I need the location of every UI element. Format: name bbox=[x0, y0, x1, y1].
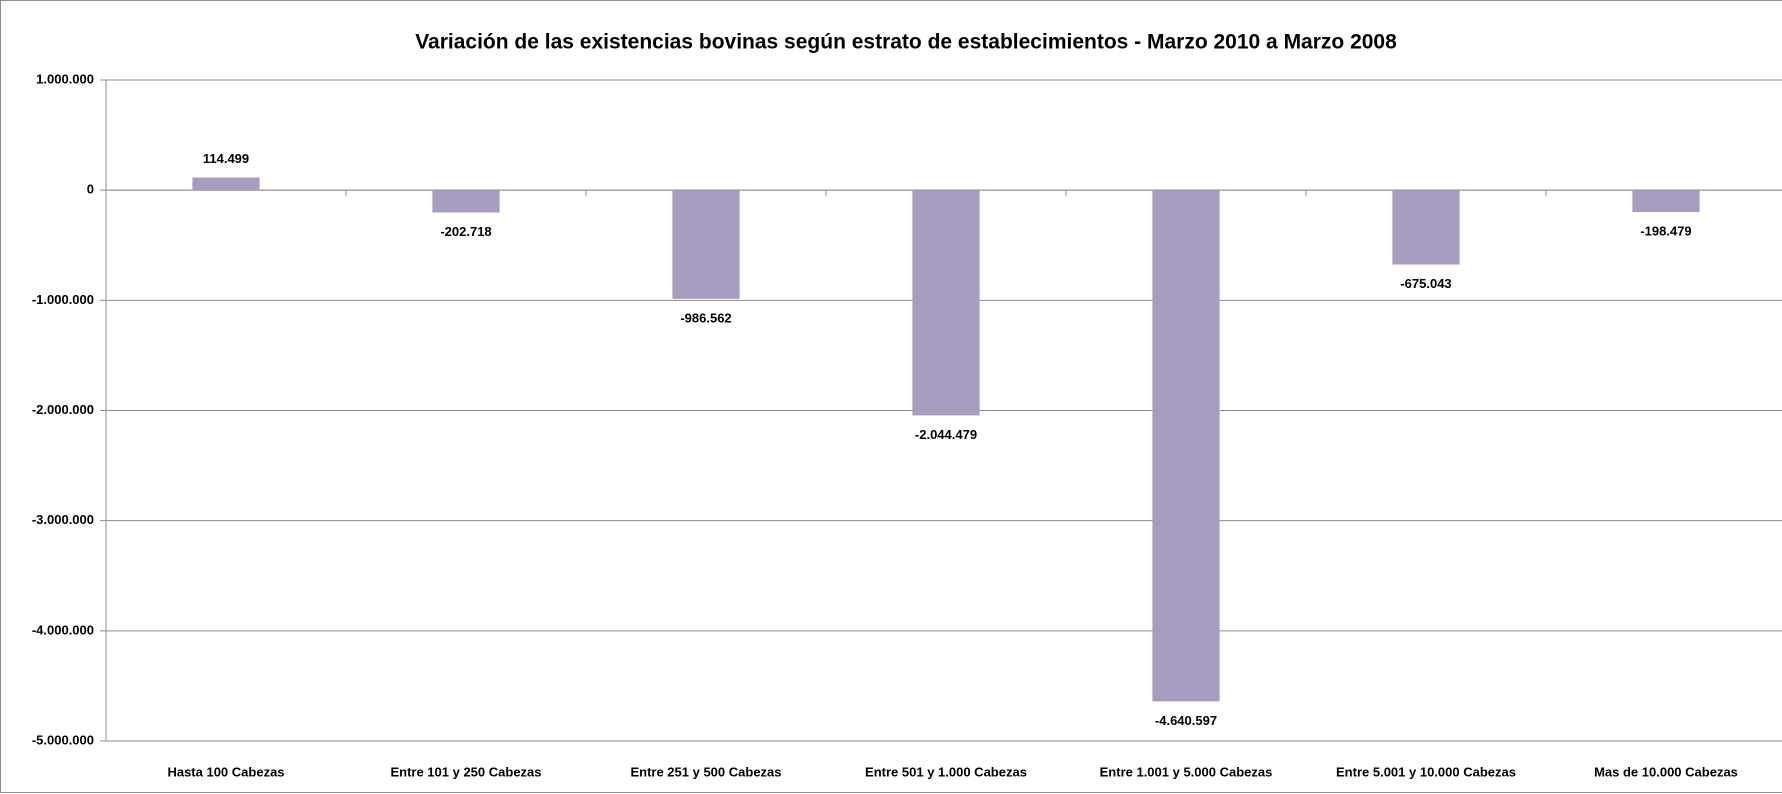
y-tick-label: 1.000.000 bbox=[36, 71, 94, 86]
bar bbox=[432, 190, 500, 213]
chart-title: Variación de las existencias bovinas seg… bbox=[415, 31, 1397, 54]
bar bbox=[672, 190, 740, 299]
x-tick-label: Entre 501 y 1.000 Cabezas bbox=[865, 764, 1027, 779]
bar bbox=[1152, 190, 1220, 702]
y-tick-label: -1.000.000 bbox=[32, 292, 94, 307]
y-tick-label: 0 bbox=[87, 182, 94, 197]
bar bbox=[912, 190, 980, 416]
data-label: -986.562 bbox=[680, 310, 731, 325]
bar bbox=[1392, 190, 1460, 265]
y-tick-label: -5.000.000 bbox=[32, 732, 94, 747]
data-label: 114.499 bbox=[203, 151, 249, 166]
data-label: -4.640.597 bbox=[1155, 713, 1217, 728]
data-label: -198.479 bbox=[1640, 223, 1691, 238]
x-tick-label: Mas de 10.000 Cabezas bbox=[1594, 764, 1738, 779]
y-tick-label: -2.000.000 bbox=[32, 402, 94, 417]
x-tick-label: Hasta 100 Cabezas bbox=[167, 764, 284, 779]
y-tick-label: -3.000.000 bbox=[32, 512, 94, 527]
x-tick-label: Entre 5.001 y 10.000 Cabezas bbox=[1336, 764, 1516, 779]
x-tick-label: Entre 101 y 250 Cabezas bbox=[390, 764, 541, 779]
data-label: -2.044.479 bbox=[915, 427, 977, 442]
x-tick-label: Entre 251 y 500 Cabezas bbox=[630, 764, 781, 779]
x-tick-label: Entre 1.001 y 5.000 Cabezas bbox=[1100, 764, 1273, 779]
data-label: -202.718 bbox=[440, 224, 491, 239]
bar bbox=[192, 177, 260, 191]
y-tick-label: -4.000.000 bbox=[32, 622, 94, 637]
data-label: -675.043 bbox=[1400, 276, 1451, 291]
bar bbox=[1632, 190, 1700, 213]
